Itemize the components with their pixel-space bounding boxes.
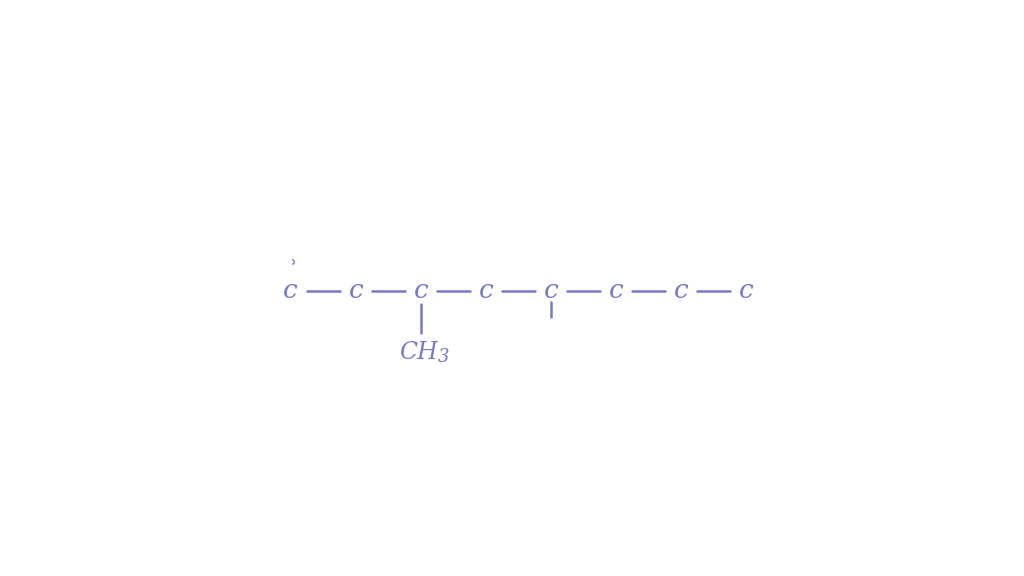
Text: c: c (348, 278, 364, 304)
Text: 3: 3 (438, 348, 450, 366)
Text: c: c (674, 278, 688, 304)
Text: CH: CH (399, 342, 438, 365)
Text: ʾ: ʾ (291, 260, 297, 279)
Text: c: c (608, 278, 624, 304)
Text: c: c (414, 278, 428, 304)
Text: c: c (284, 278, 298, 304)
Text: c: c (478, 278, 494, 304)
Text: c: c (544, 278, 558, 304)
Text: c: c (739, 278, 754, 304)
